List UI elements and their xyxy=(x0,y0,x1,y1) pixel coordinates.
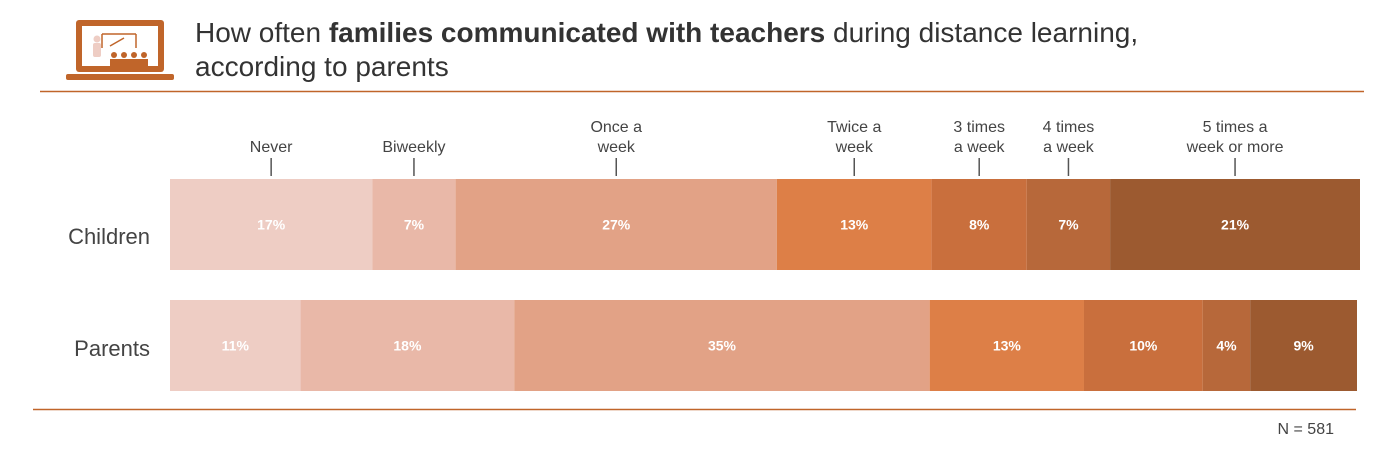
data-label-children-5-times-a-week-or-more: 21% xyxy=(1221,217,1250,233)
bar-segment-children-twice-a-week xyxy=(776,179,932,270)
category-label-text: a week xyxy=(954,139,1006,156)
data-label-parents-biweekly: 18% xyxy=(393,338,422,354)
data-label-parents-never: 11% xyxy=(222,338,250,354)
category-legend: Never Biweekly Once a week Twice a week 3 time… xyxy=(250,119,1284,176)
category-label-text: 5 times a xyxy=(1203,119,1268,136)
data-label-parents-once-a-week: 35% xyxy=(708,338,737,354)
chart-title-emphasis: families communicated with teachers xyxy=(328,17,826,48)
category-label-text: week or more xyxy=(1186,139,1284,156)
bar-segment-children-5-times-a-week-or-more xyxy=(1110,179,1360,270)
chart-header: How often families communicated with tea… xyxy=(0,0,1400,92)
category-label-text: week xyxy=(597,139,636,156)
category-label-4-times-a-week: 4 times a week xyxy=(1043,119,1095,176)
category-label-text: Never xyxy=(250,139,293,156)
chart-title: How often families communicated with tea… xyxy=(195,16,1345,84)
data-label-children-4-times-a-week: 7% xyxy=(1058,217,1079,233)
category-label-biweekly: Biweekly xyxy=(382,139,446,176)
data-label-children-never: 17% xyxy=(257,217,286,233)
bar-segment-children-3-times-a-week xyxy=(931,179,1027,270)
teacher-presentation-laptop-icon xyxy=(66,20,174,80)
bar-segment-children-once-a-week xyxy=(455,179,777,270)
category-label-5-times-a-week-or-more: 5 times a week or more xyxy=(1186,119,1284,176)
category-label-3-times-a-week: 3 times a week xyxy=(953,119,1006,176)
category-label-never: Never xyxy=(250,139,293,176)
bar-segment-parents-biweekly xyxy=(300,300,515,391)
category-label-text: 3 times xyxy=(953,119,1005,136)
bar-segment-parents-3-times-a-week xyxy=(1083,300,1203,391)
category-label-text: Once a xyxy=(590,119,642,136)
bar-segment-parents-4-times-a-week xyxy=(1202,300,1251,391)
data-label-parents-5-times-a-week-or-more: 9% xyxy=(1293,338,1314,354)
bar-row-parents: Parents 11% 18% 35% 13% 10% 4% 9% xyxy=(74,300,1357,391)
data-label-parents-3-times-a-week: 10% xyxy=(1129,338,1158,354)
data-label-children-once-a-week: 27% xyxy=(602,217,631,233)
category-label-once-a-week: Once a week xyxy=(590,119,642,176)
bar-segment-children-never xyxy=(170,179,373,270)
bar-segment-parents-once-a-week xyxy=(514,300,930,391)
category-label-text: week xyxy=(835,139,874,156)
bar-row-children: Children 17% 7% 27% 13% 8% 7% 21% xyxy=(68,179,1360,270)
bar-segment-children-4-times-a-week xyxy=(1026,179,1111,270)
row-label-children: Children xyxy=(68,224,150,249)
bar-segment-children-biweekly xyxy=(372,179,456,270)
bar-segment-parents-5-times-a-week-or-more xyxy=(1250,300,1357,391)
data-label-children-3-times-a-week: 8% xyxy=(969,217,990,233)
category-label-text: 4 times xyxy=(1043,119,1095,136)
chart-title-suffix: during distance learning, xyxy=(825,17,1139,48)
bar-rows: Children 17% 7% 27% 13% 8% 7% 21% Parents 11% 18% 3… xyxy=(68,179,1360,391)
data-label-parents-4-times-a-week: 4% xyxy=(1216,338,1237,354)
chart-title-prefix: How often xyxy=(195,17,329,48)
bar-segment-parents-never xyxy=(170,300,301,391)
category-label-text: Twice a xyxy=(827,119,881,136)
data-label-children-twice-a-week: 13% xyxy=(840,217,869,233)
data-label-parents-twice-a-week: 13% xyxy=(993,338,1022,354)
category-label-text: a week xyxy=(1043,139,1095,156)
category-label-text: Biweekly xyxy=(382,139,445,156)
chart-title-line2: according to parents xyxy=(195,51,449,82)
bar-segment-parents-twice-a-week xyxy=(929,300,1084,391)
category-label-twice-a-week: Twice a week xyxy=(827,119,881,176)
row-label-parents: Parents xyxy=(74,336,150,361)
data-label-children-biweekly: 7% xyxy=(404,217,425,233)
sample-size-note: N = 581 xyxy=(1277,421,1334,438)
